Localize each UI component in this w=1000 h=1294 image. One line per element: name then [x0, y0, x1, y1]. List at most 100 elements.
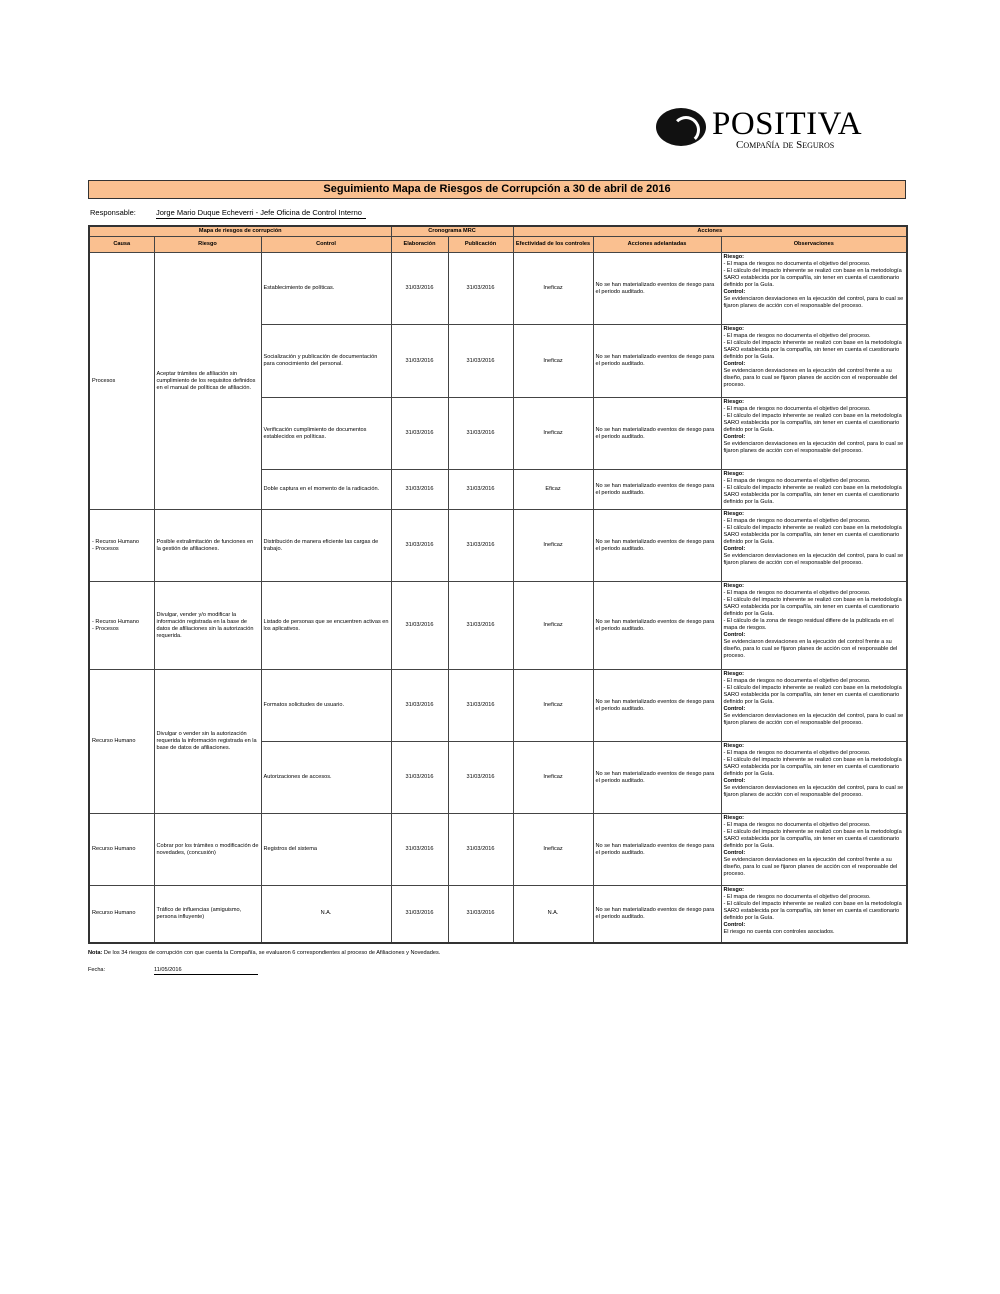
observaciones-cell: Riesgo: - El mapa de riesgos no documenta…	[720, 581, 908, 670]
logo-subtitle: Compañía de Seguros	[736, 139, 835, 151]
obs-riesgo-label: Riesgo:	[723, 887, 745, 893]
fecha-label: Fecha:	[88, 967, 106, 973]
observaciones-cell: Riesgo: - El mapa de riesgos no documenta…	[720, 469, 908, 510]
efectividad-cell: Eficaz	[512, 469, 594, 510]
publicacion-cell: 31/03/2016	[447, 669, 514, 742]
table-row: Recurso Humano Divulgar o vender sin la a…	[88, 669, 908, 814]
elaboracion-cell: 31/03/2016	[390, 469, 449, 510]
observaciones-cell: Riesgo: - El mapa de riesgos no documenta…	[720, 509, 908, 582]
elaboracion-cell: 31/03/2016	[390, 324, 449, 398]
obs-control-label: Control:	[723, 778, 746, 784]
table-row: Socialización y publicación de documenta…	[89, 324, 908, 398]
note-label: Nota:	[88, 950, 103, 956]
fecha: Fecha: 11/05/2016	[88, 967, 258, 975]
publicacion-cell: 31/03/2016	[447, 252, 514, 325]
obs-riesgo-label: Riesgo:	[723, 511, 745, 517]
note-text: De los 34 riesgos de corrupción con que …	[102, 950, 441, 956]
observaciones-cell: Riesgo: - El mapa de riesgos no documenta…	[720, 813, 908, 886]
efectividad-cell: Ineficaz	[512, 509, 594, 582]
obs-riesgo-item: - El mapa de riesgos no documenta el obj…	[723, 590, 871, 596]
efectividad-cell: Ineficaz	[512, 581, 594, 670]
obs-control-label: Control:	[723, 706, 746, 712]
obs-riesgo-item: - El mapa de riesgos no documenta el obj…	[723, 678, 871, 684]
obs-riesgo-item: - El mapa de riesgos no documenta el obj…	[723, 261, 871, 267]
efectividad-cell: Ineficaz	[512, 252, 594, 325]
observaciones-cell: Riesgo: - El mapa de riesgos no documenta…	[720, 885, 908, 943]
table-row: - Recurso Humano - Procesos Posible extra…	[88, 509, 908, 582]
obs-riesgo-item: - El cálculo del impacto inherente se re…	[723, 757, 902, 777]
elaboracion-cell: 31/03/2016	[390, 885, 449, 943]
publicacion-cell: 31/03/2016	[447, 397, 514, 470]
acciones-cell: No se han materializado eventos de riesg…	[592, 813, 722, 886]
publicacion-cell: 31/03/2016	[447, 885, 514, 943]
elaboracion-cell: 31/03/2016	[390, 397, 449, 470]
causa-cell: Recurso Humano	[88, 813, 155, 886]
obs-control-text: Se evidenciaron desviaciones en la ejecu…	[723, 785, 904, 798]
obs-riesgo-item: - El cálculo del impacto inherente se re…	[723, 901, 902, 921]
obs-riesgo-item: - El cálculo del impacto inherente se re…	[723, 525, 902, 545]
obs-riesgo-label: Riesgo:	[723, 671, 745, 677]
note: Nota: De los 34 riesgos de corrupción co…	[88, 950, 440, 956]
publicacion-cell: 31/03/2016	[447, 741, 514, 814]
header-elaboracion: Elaboración	[390, 236, 449, 253]
elaboracion-cell: 31/03/2016	[390, 509, 449, 582]
efectividad-cell: Ineficaz	[512, 324, 594, 398]
control-cell: Formatos solicitudes de usuario.	[260, 669, 392, 742]
riesgo-cell: Posible extralimitación de funciones en …	[153, 509, 262, 582]
publicacion-cell: 31/03/2016	[447, 509, 514, 582]
obs-control-text: Se evidenciaron desviaciones en la ejecu…	[723, 639, 898, 659]
obs-control-text: Se evidenciaron desviaciones en la ejecu…	[723, 296, 904, 309]
control-cell: Listado de personas que se encuentren ac…	[260, 581, 392, 670]
obs-riesgo-item: - El cálculo del impacto inherente se re…	[723, 268, 902, 288]
obs-control-text: El riesgo no cuenta con controles asocia…	[723, 929, 835, 935]
header-riesgo: Riesgo	[153, 236, 262, 253]
control-cell: Verificación cumplimiento de documentos …	[260, 397, 392, 470]
obs-riesgo-item: - El cálculo del impacto inherente se re…	[723, 685, 902, 705]
obs-riesgo-item: - El cálculo de la zona de riesgo residu…	[723, 618, 894, 631]
efectividad-cell: Ineficaz	[512, 669, 594, 742]
obs-riesgo-item: - El cálculo del impacto inherente se re…	[723, 829, 902, 849]
control-cell: Registros del sistema	[260, 813, 392, 886]
obs-riesgo-item: - El mapa de riesgos no documenta el obj…	[723, 406, 871, 412]
table-row: Recurso Humano Tráfico de influencias (am…	[88, 885, 908, 943]
elaboracion-cell: 31/03/2016	[390, 813, 449, 886]
observaciones-cell: Riesgo: - El mapa de riesgos no documenta…	[720, 741, 908, 814]
fecha-value: 11/05/2016	[154, 967, 258, 975]
header-efectividad: Efectividad de los controles	[512, 236, 594, 253]
header-acciones: Acciones adelantadas	[592, 236, 722, 253]
obs-riesgo-label: Riesgo:	[723, 326, 745, 332]
obs-riesgo-label: Riesgo:	[723, 743, 745, 749]
acciones-cell: No se han materializado eventos de riesg…	[592, 397, 722, 470]
obs-riesgo-item: - El mapa de riesgos no documenta el obj…	[723, 478, 871, 484]
efectividad-cell: Ineficaz	[512, 813, 594, 886]
obs-control-label: Control:	[723, 850, 746, 856]
logo-emblem-icon	[656, 108, 706, 146]
obs-riesgo-item: - El mapa de riesgos no documenta el obj…	[723, 822, 871, 828]
acciones-cell: No se han materializado eventos de riesg…	[592, 741, 722, 814]
obs-riesgo-label: Riesgo:	[723, 254, 745, 260]
elaboracion-cell: 31/03/2016	[390, 581, 449, 670]
table-row: Doble captura en el momento de la radica…	[89, 469, 908, 510]
elaboracion-cell: 31/03/2016	[390, 741, 449, 814]
obs-riesgo-item: - El mapa de riesgos no documenta el obj…	[723, 750, 871, 756]
header-control: Control	[260, 236, 392, 253]
observaciones-cell: Riesgo: - El mapa de riesgos no documenta…	[720, 397, 908, 470]
control-cell: Autorizaciones de accesos.	[260, 741, 392, 814]
efectividad-cell: N.A.	[512, 885, 594, 943]
acciones-cell: No se han materializado eventos de riesg…	[592, 509, 722, 582]
causa-cell: Recurso Humano	[88, 885, 155, 943]
publicacion-cell: 31/03/2016	[447, 324, 514, 398]
publicacion-cell: 31/03/2016	[447, 813, 514, 886]
risk-table: Mapa de riesgos de corrupción Cronograma…	[88, 225, 909, 944]
obs-control-text: Se evidenciaron desviaciones en la ejecu…	[723, 368, 898, 388]
obs-control-label: Control:	[723, 434, 746, 440]
obs-riesgo-item: - El cálculo del impacto inherente se re…	[723, 485, 902, 505]
riesgo-cell: Divulgar o vender sin la autorización re…	[153, 669, 262, 814]
riesgo-cell: Cobrar por los trámites o modificación d…	[153, 813, 262, 886]
obs-control-text: Se evidenciaron desviaciones en la ejecu…	[723, 713, 904, 726]
obs-riesgo-item: - El cálculo del impacto inherente se re…	[723, 597, 902, 617]
acciones-cell: No se han materializado eventos de riesg…	[592, 252, 722, 325]
obs-riesgo-item: - El mapa de riesgos no documenta el obj…	[723, 518, 871, 524]
obs-control-text: Se evidenciaron desviaciones en la ejecu…	[723, 553, 904, 566]
obs-riesgo-label: Riesgo:	[723, 399, 745, 405]
